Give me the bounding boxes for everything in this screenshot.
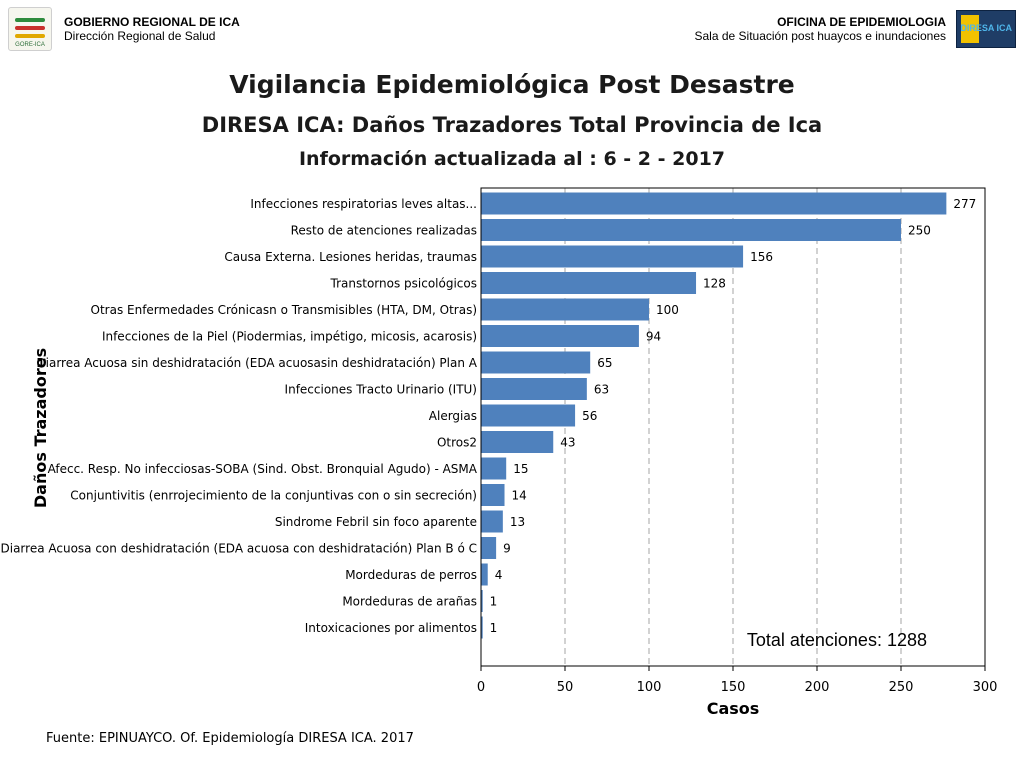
data-label: 14 — [512, 489, 527, 503]
x-tick-label: 150 — [721, 680, 746, 695]
y-tick-label: Mordeduras de perros — [345, 568, 477, 582]
data-label: 65 — [597, 356, 612, 370]
data-label: 1 — [490, 595, 498, 609]
bar — [481, 272, 697, 294]
sub-title: DIRESA ICA: Daños Trazadores Total Provi… — [201, 113, 823, 137]
y-tick-label: Diarrea Acuosa con deshidratación (EDA a… — [1, 542, 478, 556]
bar — [481, 378, 587, 400]
x-tick-label: 0 — [477, 680, 485, 695]
source-footer: Fuente: EPINUAYCO. Of. Epidemiología DIR… — [46, 731, 414, 746]
bar — [481, 537, 497, 559]
office-subtitle: Sala de Situación post huaycos e inundac… — [694, 29, 946, 43]
data-label: 4 — [495, 568, 503, 582]
data-label: 94 — [646, 330, 661, 344]
bar — [481, 298, 649, 321]
y-tick-label: Otras Enfermedades Crónicasn o Transmisi… — [91, 303, 478, 317]
diresa-ica-logo: DIRESA ICA — [956, 10, 1016, 48]
data-label: 1 — [490, 621, 498, 635]
data-label: 100 — [656, 303, 679, 317]
bar — [481, 590, 483, 612]
plot-frame — [480, 187, 986, 667]
data-label: 15 — [513, 462, 528, 476]
bar — [481, 510, 503, 533]
x-tick-label: 50 — [557, 680, 574, 695]
y-tick-label: Otros2 — [437, 436, 477, 450]
y-tick-label: Causa Externa. Lesiones heridas, traumas — [224, 250, 477, 264]
bar — [481, 616, 483, 639]
y-axis-label: Daños Trazadores — [31, 348, 50, 508]
logo-right-caption: DIRESA ICA — [960, 23, 1012, 33]
office-name: OFICINA DE EPIDEMIOLOGIA — [777, 15, 946, 29]
bar — [481, 404, 576, 427]
gore-ica-logo: GORE-ICA — [8, 7, 52, 51]
bar — [481, 563, 488, 586]
y-tick-label: Intoxicaciones por alimentos — [305, 621, 477, 635]
header-right: OFICINA DE EPIDEMIOLOGIA Sala de Situaci… — [694, 10, 1016, 48]
y-tick-label: Infecciones de la Piel (Piodermias, impé… — [102, 330, 477, 344]
data-label: 56 — [582, 409, 597, 423]
logo-left-caption: GORE-ICA — [15, 42, 45, 48]
bar — [481, 431, 554, 453]
bar — [481, 192, 947, 215]
data-label: 63 — [594, 383, 609, 397]
data-label: 156 — [750, 250, 773, 264]
header-left: GORE-ICA GOBIERNO REGIONAL DE ICA Direcc… — [8, 6, 240, 52]
bar — [481, 219, 901, 241]
y-tick-label: Mordeduras de arañas — [342, 595, 477, 609]
bar — [481, 245, 744, 268]
data-label: 277 — [953, 197, 976, 211]
bar — [481, 325, 639, 347]
main-title: Vigilancia Epidemiológica Post Desastre — [229, 70, 795, 99]
data-label: 250 — [908, 224, 931, 238]
y-tick-label: Alergias — [429, 409, 477, 423]
y-tick-label: Infecciones Tracto Urinario (ITU) — [285, 383, 477, 397]
x-tick-label: 300 — [973, 680, 998, 695]
x-tick-label: 250 — [889, 680, 914, 695]
y-tick-label: Diarrea Acuosa sin deshidratación (EDA a… — [36, 356, 477, 370]
org-subtitle: Dirección Regional de Salud — [64, 29, 216, 43]
y-tick-label: Sindrome Febril sin foco aparente — [275, 515, 477, 529]
data-label: 43 — [560, 436, 575, 450]
y-tick-label: Afecc. Resp. No infecciosas-SOBA (Sind. … — [48, 462, 478, 476]
update-date-title: Información actualizada al : 6 - 2 - 201… — [298, 148, 726, 170]
data-label: 128 — [703, 277, 726, 291]
bar — [481, 351, 591, 374]
x-tick-label: 200 — [805, 680, 830, 695]
data-label: 9 — [503, 542, 511, 556]
y-tick-label: Transtornos psicológicos — [330, 277, 477, 291]
y-tick-label: Resto de atenciones realizadas — [291, 224, 477, 238]
y-tick-label: Infecciones respiratorias leves altas... — [250, 197, 477, 211]
x-axis-label: Casos — [707, 699, 760, 718]
bar — [481, 484, 505, 506]
y-tick-label: Conjuntivitis (enrrojecimiento de la con… — [70, 489, 477, 503]
bar — [481, 457, 507, 480]
data-label: 13 — [510, 515, 525, 529]
org-name: GOBIERNO REGIONAL DE ICA — [64, 15, 240, 29]
x-tick-label: 100 — [637, 680, 662, 695]
total-annotation: Total atenciones: 1288 — [747, 630, 927, 650]
